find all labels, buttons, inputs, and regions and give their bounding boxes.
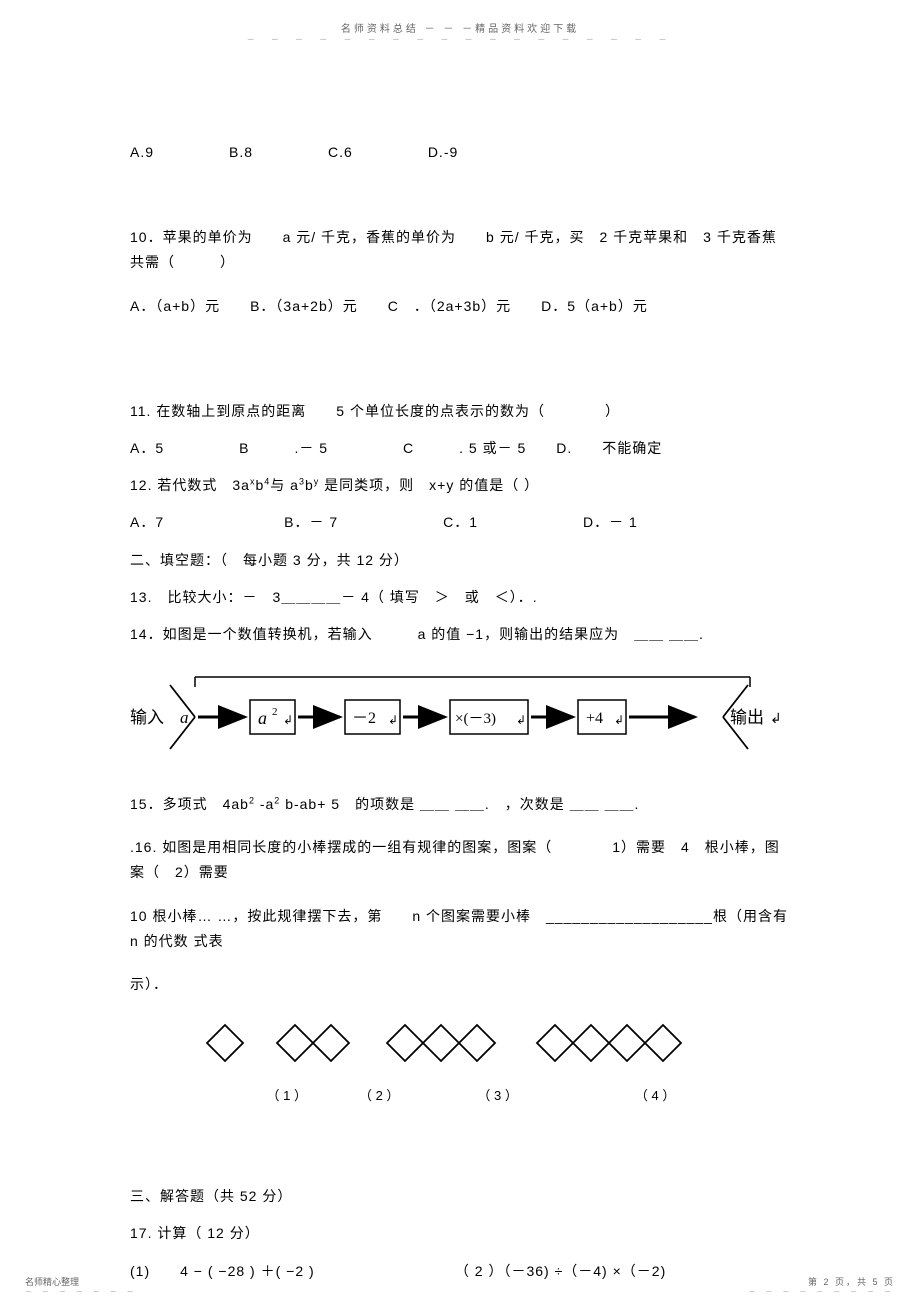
- svg-text:↲: ↲: [614, 713, 624, 727]
- q17-problems: (1) 4 − ( −28 ) ＋( −2 ) （ 2 ）（－36) ÷（－4)…: [130, 1259, 790, 1284]
- q12-options: A．7 B．－ 7 C．1 D．－ 1: [130, 510, 790, 535]
- svg-text:－2: －2: [352, 710, 376, 727]
- footer-right-dots: － － － － － － － － －: [748, 1287, 895, 1297]
- q12-b2: b: [305, 477, 314, 493]
- q17-1: (1) 4 − ( −28 ) ＋( −2 ): [130, 1259, 450, 1284]
- page-header-dots: － － － － － － － － － － － － － － － － － －: [247, 34, 674, 45]
- svg-text:↲: ↲: [388, 713, 398, 727]
- svg-text:×(－3): ×(－3): [455, 711, 496, 727]
- q15-prefix: 15．多项式 4ab: [130, 796, 249, 812]
- q16-line2: 10 根小棒… …，按此规律摆下去，第 n 个图案需要小棒 __________…: [130, 904, 790, 954]
- svg-text:输出: 输出: [730, 708, 764, 727]
- svg-text:a: a: [258, 708, 267, 728]
- q11-options: A．5 B .－ 5 C . 5 或－ 5 D. 不能确定: [130, 436, 790, 461]
- q16-line1: .16. 如图是用相同长度的小棒摆成的一组有规律的图案，图案（ 1）需要 4 根…: [130, 835, 790, 885]
- q12-text: 12. 若代数式 3axb4与 a3by 是同类项，则 x+y 的值是（ ）: [130, 473, 790, 498]
- q15-mid2: b-ab+ 5 的项数是 ＿＿ ＿＿. ，次数是 ＿＿ ＿＿.: [280, 796, 639, 812]
- svg-text:↲: ↲: [516, 713, 526, 727]
- svg-text:+4: +4: [586, 710, 603, 727]
- flowchart-diagram: 输入 a a 2 ↲ －2 ↲ ×(－3) ↲: [130, 667, 790, 762]
- svg-text:2: 2: [272, 706, 278, 718]
- section2-heading: 二、填空题：（ 每小题 3 分，共 12 分）: [130, 548, 790, 573]
- footer-left-dots: － － － － － － －: [25, 1287, 138, 1297]
- q16-line3: 示）．: [130, 972, 790, 997]
- q9-options: A.9 B.8 C.6 D.-9: [130, 140, 790, 165]
- svg-text:a: a: [180, 708, 189, 727]
- diamond-labels: （ 1 ） （ 2 ） （ 3 ） （ 4 ）: [130, 1085, 790, 1104]
- main-content: A.9 B.8 C.6 D.-9 10．苹果的单价为 a 元/ 千克，香蕉的单价…: [130, 140, 790, 1302]
- page-header: 名师资料总结 － － －精品资料欢迎下载: [341, 20, 579, 35]
- q14-text: 14．如图是一个数值转换机，若输入 a 的值 −1，则输出的结果应为 ＿＿ ＿＿…: [130, 622, 790, 647]
- svg-text:↲: ↲: [770, 710, 782, 726]
- q12-suffix: 是同类项，则 x+y 的值是（ ）: [319, 477, 539, 493]
- q11-text: 11. 在数轴上到原点的距离 5 个单位长度的点表示的数为（ ）: [130, 399, 790, 424]
- q10-text: 10．苹果的单价为 a 元/ 千克，香蕉的单价为 b 元/ 千克，买 2 千克苹…: [130, 225, 790, 275]
- q12-prefix: 12. 若代数式 3a: [130, 477, 250, 493]
- q15-mid1: -a: [255, 796, 274, 812]
- diamonds-pattern: [130, 1015, 790, 1075]
- q12-mid2: 与 a: [270, 477, 299, 493]
- section3-heading: 三、解答题（共 52 分）: [130, 1184, 790, 1209]
- q12-b1: b: [255, 477, 264, 493]
- q13-text: 13. 比较大小：－ 3＿＿＿＿－ 4（ 填写 ＞ 或 ＜）．.: [130, 585, 790, 610]
- svg-text:输入: 输入: [130, 708, 164, 727]
- svg-text:↲: ↲: [283, 713, 293, 727]
- q17-2: （ 2 ）（－36) ÷（－4) ×（－2): [455, 1263, 666, 1279]
- q17-heading: 17. 计算（ 12 分）: [130, 1221, 790, 1246]
- q15-text: 15．多项式 4ab2 -a2 b-ab+ 5 的项数是 ＿＿ ＿＿. ，次数是…: [130, 792, 790, 817]
- q10-options: A．（a+b）元 B．（3a+2b）元 C ．（2a+3b）元 D．5（a+b）…: [130, 294, 790, 319]
